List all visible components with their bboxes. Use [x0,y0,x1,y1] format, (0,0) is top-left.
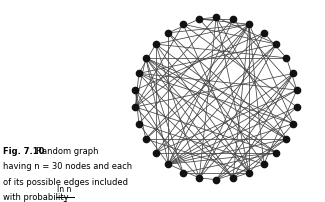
Text: of its possible edges included: of its possible edges included [3,177,128,186]
Text: having n = 30 nodes and each: having n = 30 nodes and each [3,162,132,170]
Text: n: n [63,198,68,202]
Text: with probability: with probability [3,192,72,201]
Text: ln n: ln n [57,185,71,194]
Text: Random graph: Random graph [31,146,98,155]
Text: Fig. 7.10: Fig. 7.10 [3,146,45,155]
